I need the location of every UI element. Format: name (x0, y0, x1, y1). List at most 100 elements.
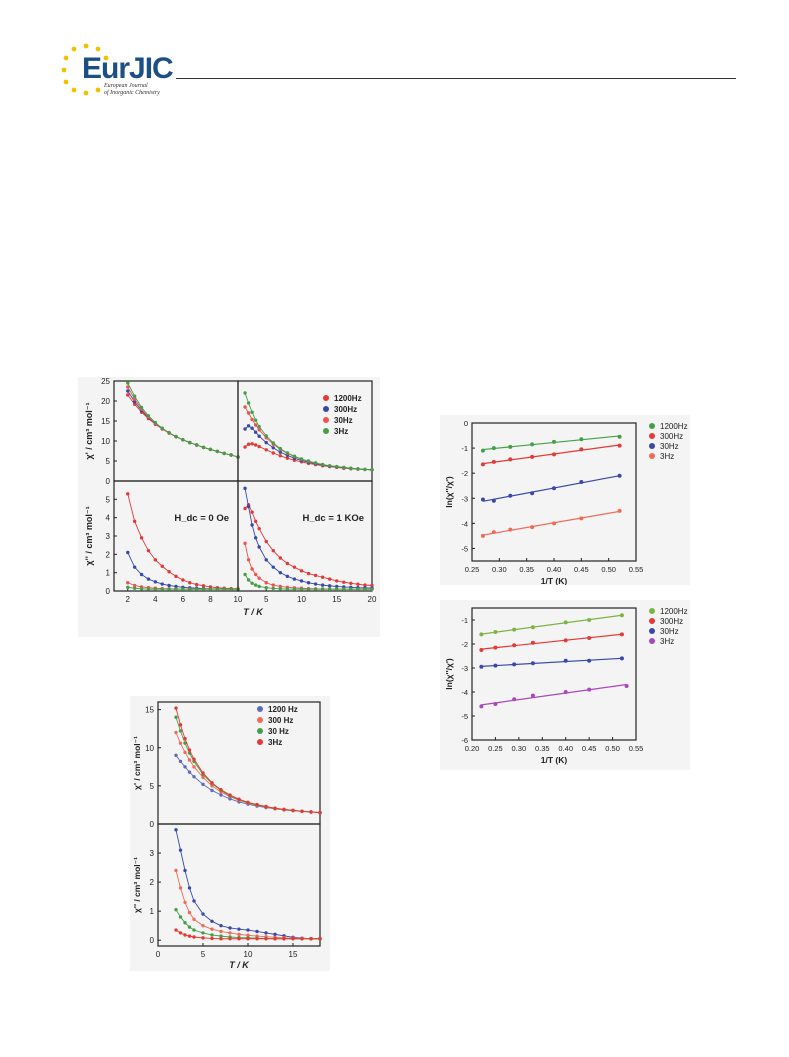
data-point (530, 693, 535, 698)
data-point (493, 702, 498, 706)
data-point (250, 410, 254, 414)
x-tick-label: 10 (297, 595, 306, 604)
data-point (257, 434, 261, 438)
x-tick-label: 0.25 (488, 744, 503, 753)
y-axis-label: ln(χ''/χ') (444, 476, 454, 508)
data-point (299, 569, 304, 573)
data-point (282, 807, 286, 812)
data-point (192, 928, 196, 932)
data-point (237, 797, 241, 801)
data-point (552, 521, 556, 526)
data-point (624, 684, 629, 688)
plot-frame (237, 480, 373, 592)
data-point (192, 917, 196, 921)
y-tick-label: 0 (150, 936, 155, 945)
data-point (183, 900, 187, 905)
x-tick-label: 15 (332, 595, 341, 604)
figure-background (130, 696, 330, 971)
data-point (160, 587, 164, 591)
data-point (264, 434, 268, 438)
data-point (508, 527, 513, 532)
data-point (313, 582, 318, 586)
x-tick-label: 0.35 (519, 565, 534, 574)
data-point (250, 523, 254, 527)
data-point (183, 741, 187, 745)
data-point (512, 643, 517, 648)
data-point (194, 582, 199, 587)
x-axis-label: T / K (243, 607, 264, 617)
data-point (257, 584, 261, 589)
data-point (160, 582, 164, 586)
data-point (306, 587, 311, 591)
data-point (210, 936, 214, 941)
y-axis-label: χ' / cm³ mol⁻¹ (84, 402, 94, 459)
data-point (167, 583, 171, 588)
data-point (530, 525, 535, 530)
y-tick-label: -1 (461, 444, 468, 453)
data-point (264, 931, 268, 935)
data-point (246, 937, 250, 941)
data-point (188, 440, 192, 445)
data-point (174, 584, 178, 589)
data-point (253, 583, 258, 587)
data-point (188, 581, 192, 585)
fit-line (482, 444, 620, 465)
data-point (246, 442, 251, 446)
data-point (228, 937, 232, 941)
data-point (563, 690, 568, 694)
legend-marker (323, 417, 329, 423)
legend-marker (323, 428, 329, 434)
data-point (285, 561, 290, 566)
data-point (187, 748, 192, 752)
figure-d: 0 5 10 15 0 1 2 3 0 5 10 15 χ' / cm³ mol⁻¹ χ'' / cm³ … (130, 696, 330, 971)
data-point (278, 450, 283, 454)
data-point (342, 580, 346, 584)
data-point (126, 393, 130, 397)
y-tick-label: -1 (461, 616, 468, 625)
y-tick-label: 0 (150, 820, 155, 829)
data-point (210, 788, 214, 793)
y-tick-label: 1 (106, 569, 111, 578)
y-tick-label: -3 (461, 494, 468, 503)
data-point (273, 932, 277, 937)
y-tick-label: 5 (106, 495, 111, 504)
data-point (257, 526, 261, 531)
legend-marker (649, 608, 655, 614)
data-point (480, 462, 485, 467)
legend-marker (649, 423, 655, 429)
data-point (253, 572, 258, 577)
data-point (243, 506, 247, 511)
data-point (178, 886, 183, 890)
x-tick-label: 5 (264, 595, 269, 604)
field-annotation: H_dc = 0 Oe (174, 513, 229, 524)
data-point (512, 627, 517, 632)
data-point (349, 581, 353, 585)
data-point (530, 640, 535, 645)
fit-line (481, 683, 627, 706)
journal-subtitle-line1: European Journal (104, 83, 148, 89)
data-point (299, 457, 304, 461)
data-point (493, 645, 498, 650)
data-point (219, 787, 223, 792)
data-point (530, 454, 535, 459)
data-point (491, 498, 496, 503)
x-tick-label: 0 (156, 950, 161, 959)
data-point (146, 548, 151, 553)
data-point (563, 620, 568, 625)
data-point (178, 759, 183, 764)
data-point (530, 625, 535, 630)
y-tick-label: 5 (150, 782, 155, 791)
legend-label: 3Hz (334, 427, 348, 436)
y-tick-label: 20 (101, 397, 110, 406)
data-point (579, 437, 584, 442)
figure-b: 0 -1 -2 -3 -4 -5 0.25 0.30 0.35 0.40 0.45 0.50 0.55 l… (440, 415, 690, 585)
data-point (318, 937, 322, 941)
x-tick-label: 10 (244, 950, 253, 959)
data-point (229, 587, 233, 591)
legend-marker (323, 406, 329, 412)
data-point (237, 927, 241, 931)
data-point (246, 928, 250, 932)
legend-label: 30Hz (334, 416, 353, 425)
legend-label: 1200Hz (660, 422, 688, 431)
data-point (335, 587, 339, 591)
